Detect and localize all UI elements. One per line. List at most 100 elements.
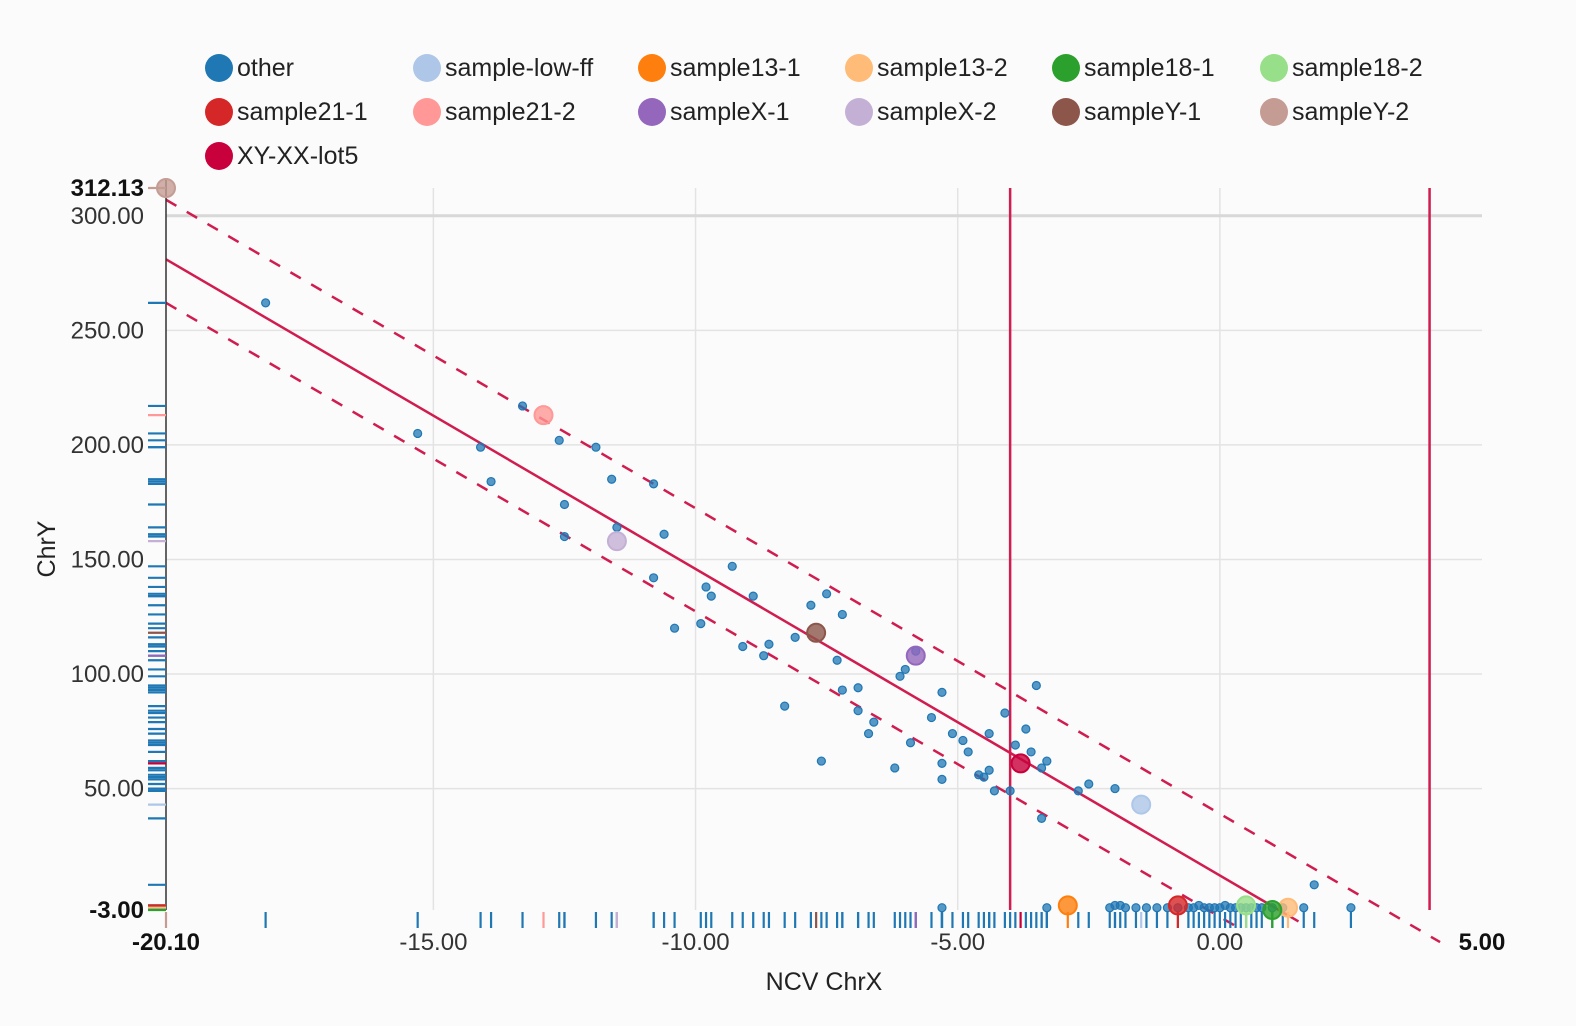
legend-item[interactable]: sampleX-2 (845, 92, 997, 132)
data-point (649, 573, 659, 583)
data-point (1309, 880, 1319, 890)
data-point (1031, 680, 1041, 691)
data-point (606, 531, 627, 552)
data-point (1236, 895, 1257, 916)
legend-item[interactable]: sampleY-1 (1052, 92, 1201, 132)
legend-label: sample21-2 (445, 97, 576, 126)
x-tick-label: -20.10 (132, 929, 200, 956)
data-point (1036, 763, 1047, 773)
data-point (890, 763, 900, 773)
data-point (727, 561, 737, 571)
data-point (853, 706, 863, 716)
data-point (832, 655, 842, 665)
legend-swatch (205, 54, 233, 82)
regression-line (165, 258, 1300, 923)
legend-label: sampleY-1 (1084, 97, 1202, 126)
legend-item[interactable]: sample13-1 (638, 48, 801, 88)
data-point (1131, 794, 1152, 815)
data-point (869, 717, 879, 727)
upper-confidence-line (165, 198, 1441, 944)
data-point (1084, 779, 1094, 789)
data-point (806, 622, 827, 643)
legend-item[interactable]: sample21-2 (413, 92, 576, 132)
y-tick-label: 200.00 (71, 432, 144, 459)
data-point (979, 772, 989, 782)
data-point (475, 442, 486, 452)
data-point (701, 582, 711, 592)
legend-label: other (237, 53, 294, 82)
legend-swatch (413, 98, 441, 126)
data-point (1120, 903, 1131, 913)
data-point (1010, 740, 1020, 750)
data-point (1299, 903, 1309, 913)
data-point (486, 476, 496, 487)
data-point (759, 651, 769, 661)
data-point (612, 522, 622, 532)
data-point (607, 474, 617, 484)
data-point (1000, 708, 1010, 718)
legend-swatch (638, 98, 666, 126)
data-point (1152, 903, 1162, 913)
legend-swatch (845, 98, 873, 126)
data-point (1010, 753, 1031, 774)
data-point (748, 591, 758, 601)
data-point (1036, 813, 1047, 823)
data-point (1141, 903, 1152, 913)
data-point (958, 735, 968, 746)
data-point (780, 701, 790, 711)
legend-swatch (1260, 98, 1288, 126)
legend: other sample-low-ff sample13-1 sample13-2 sa… (0, 0, 1576, 180)
legend-label: sample18-2 (1292, 53, 1423, 82)
legend-item[interactable]: sampleX-1 (638, 92, 790, 132)
data-point (1073, 786, 1083, 796)
legend-label: sampleY-2 (1292, 97, 1410, 126)
x-axis-title: NCV ChrX (766, 968, 883, 996)
y-tick-label: 100.00 (71, 661, 144, 688)
x-tick-label: 0.00 (1196, 929, 1243, 956)
data-point (1057, 895, 1078, 916)
data-point (1131, 903, 1141, 913)
legend-item[interactable]: other (205, 48, 294, 88)
data-point (261, 298, 271, 308)
legend-label: sampleX-2 (877, 97, 997, 126)
data-point (1346, 903, 1356, 913)
legend-item[interactable]: sample13-2 (845, 48, 1008, 88)
legend-swatch (845, 54, 873, 82)
legend-label: sample18-1 (1084, 53, 1215, 82)
data-point (1042, 756, 1052, 766)
data-point (816, 756, 826, 766)
data-point (963, 747, 973, 757)
legend-item[interactable]: sample-low-ff (413, 48, 593, 88)
x-tick-label: -10.00 (662, 929, 730, 956)
data-point (1262, 900, 1283, 920)
data-point (559, 499, 570, 510)
data-point (984, 728, 994, 739)
data-point (533, 405, 554, 426)
x-tick-label: -15.00 (399, 929, 467, 956)
data-point (926, 712, 937, 723)
y-tick-label: 150.00 (71, 546, 144, 573)
legend-label: sample13-2 (877, 53, 1008, 82)
data-point (1021, 724, 1031, 734)
x-tick-label: -5.00 (930, 929, 985, 956)
y-tick-label: 300.00 (71, 203, 144, 230)
data-point (559, 531, 570, 542)
lower-confidence-line (165, 301, 1237, 928)
legend-item[interactable]: sample18-1 (1052, 48, 1215, 88)
data-point (984, 765, 994, 775)
legend-item[interactable]: XY-XX-lot5 (205, 136, 358, 176)
data-point (863, 728, 874, 739)
legend-label: sampleX-1 (670, 97, 790, 126)
data-point (517, 401, 528, 411)
data-point (554, 435, 564, 445)
legend-label: sample21-1 (237, 97, 368, 126)
legend-item[interactable]: sampleY-2 (1260, 92, 1409, 132)
data-point (989, 786, 999, 796)
legend-item[interactable]: sample18-2 (1260, 48, 1423, 88)
legend-item[interactable]: sample21-1 (205, 92, 368, 132)
data-point (649, 479, 659, 489)
data-point (1026, 747, 1036, 757)
x-tick-label: 5.00 (1459, 929, 1506, 956)
data-point (937, 758, 947, 768)
